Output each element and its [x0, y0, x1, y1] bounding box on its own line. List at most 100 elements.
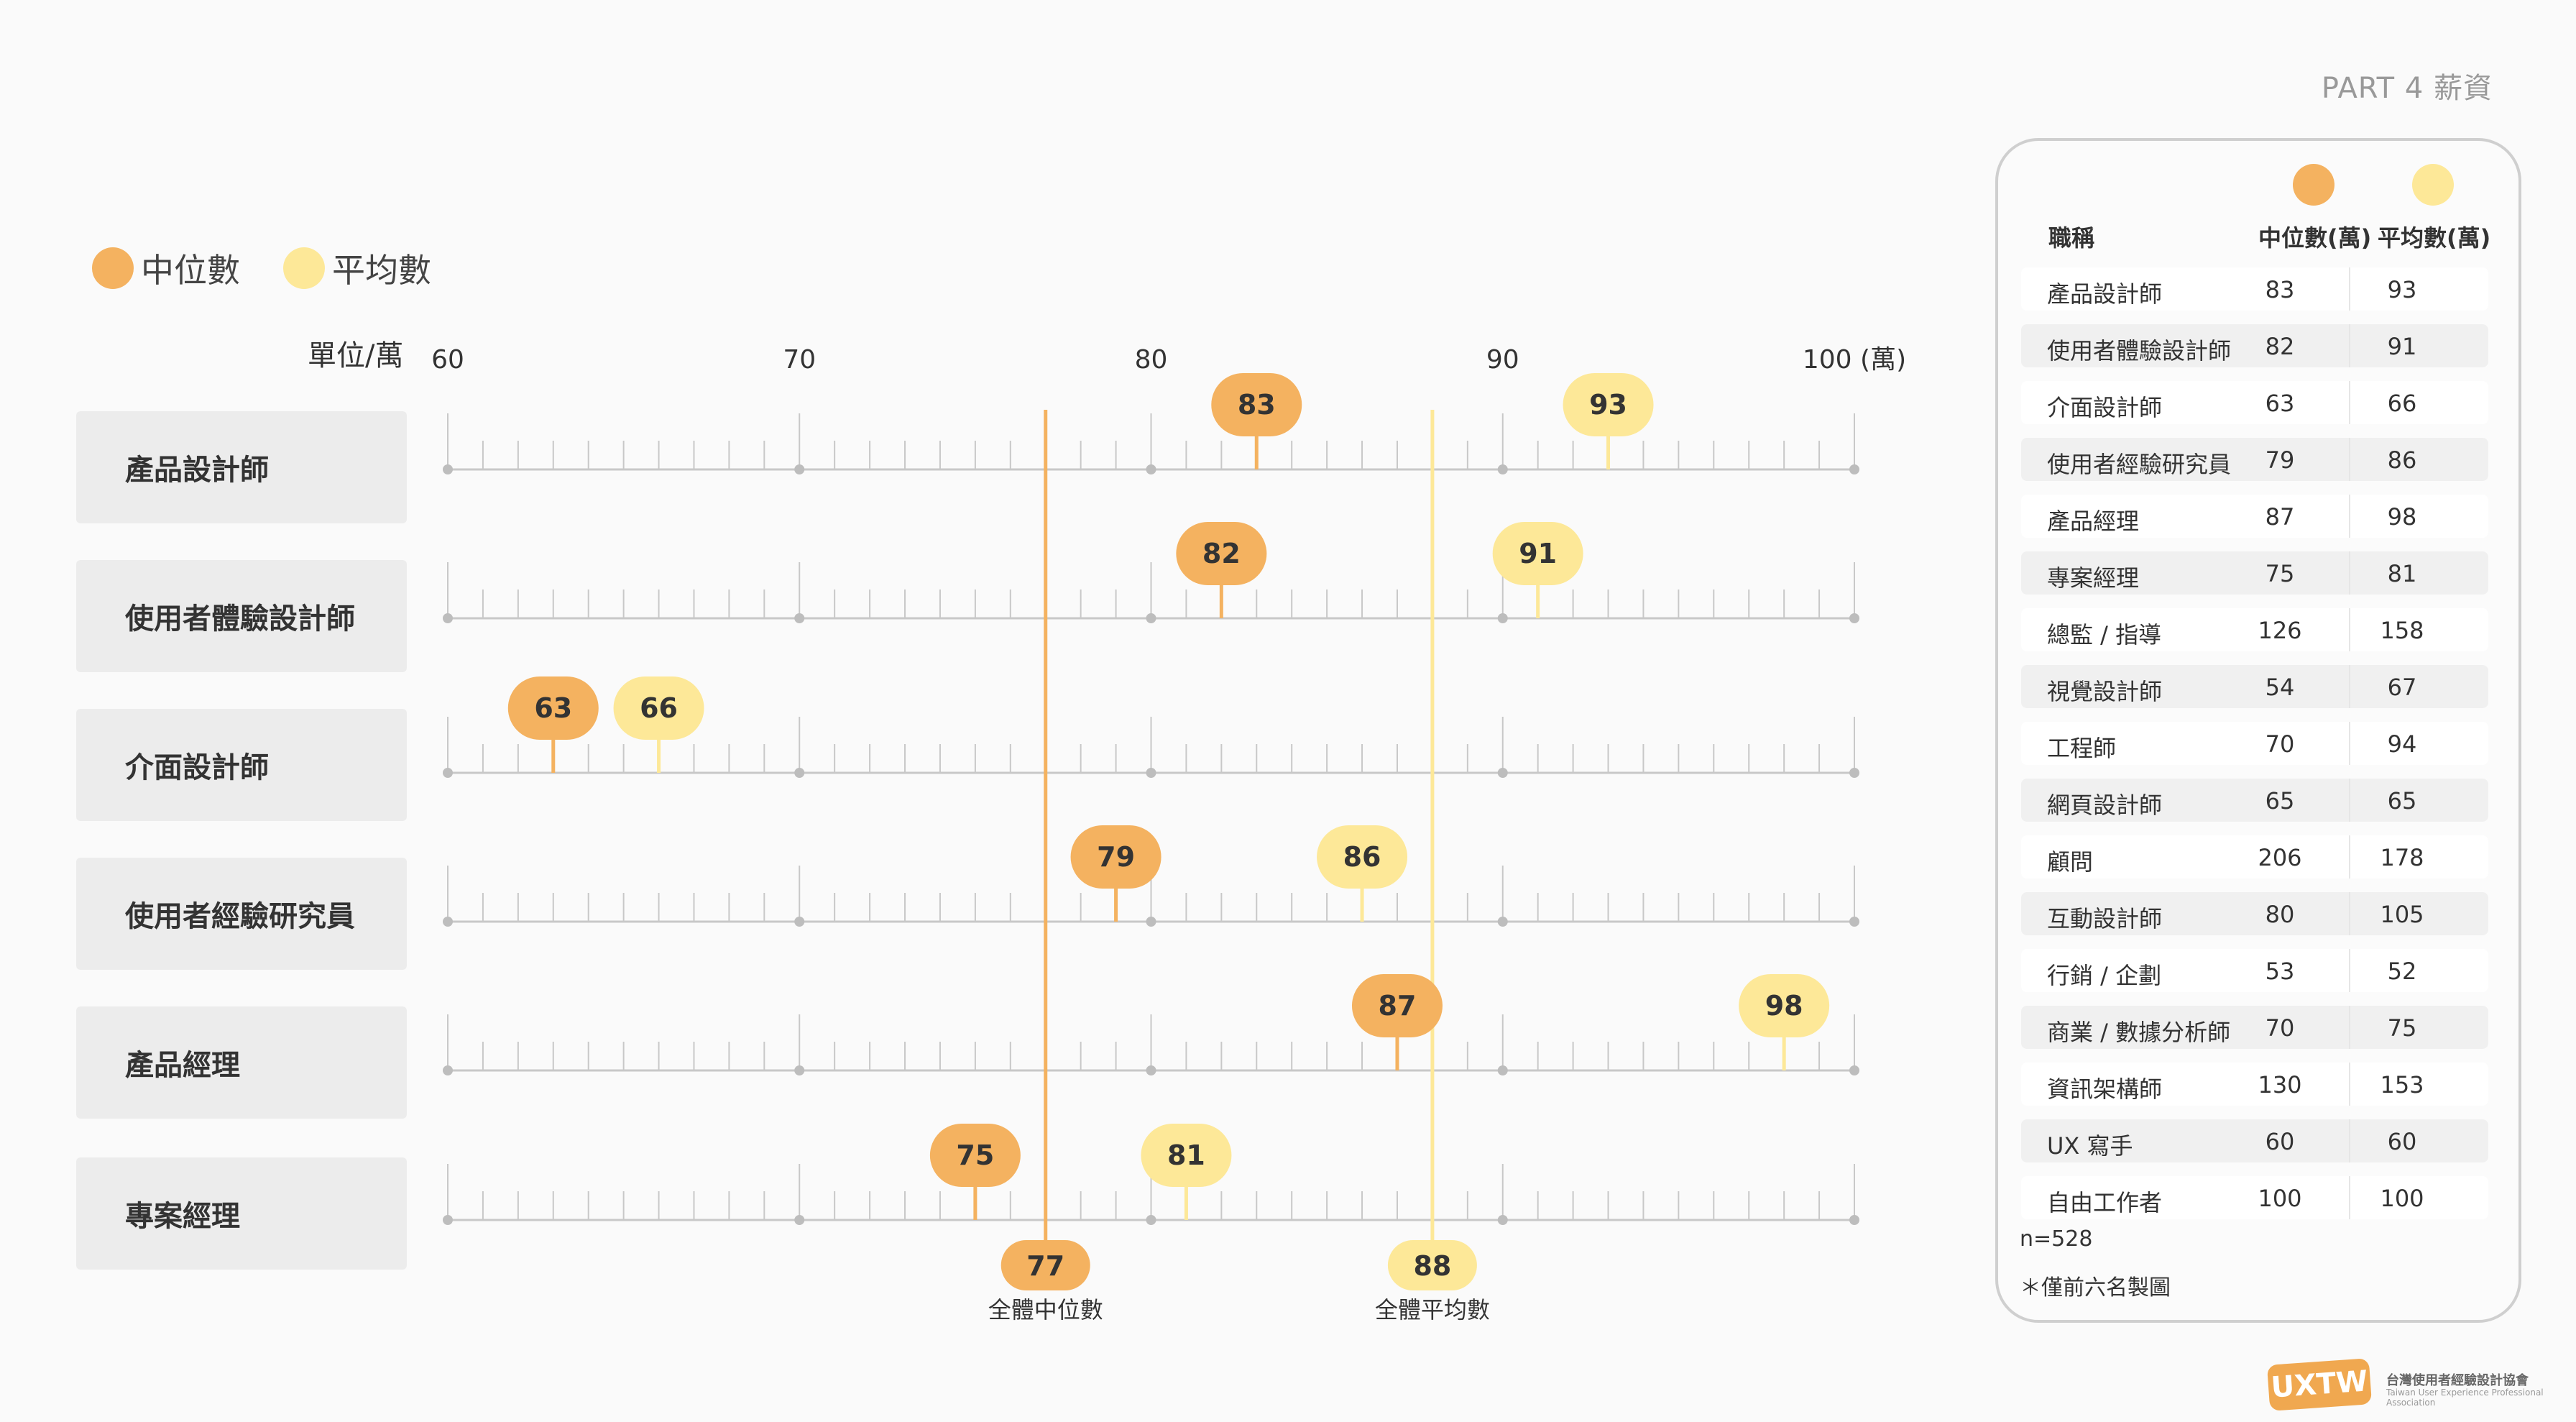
table-row: 顧問 206 178	[2021, 835, 2488, 879]
x-tick-label: 90	[1486, 345, 1519, 375]
reference-value-label: 88	[1413, 1250, 1451, 1282]
table-row: 商業 / 數據分析師 70 75	[2021, 1006, 2488, 1049]
axis-dot	[1146, 1065, 1156, 1075]
median-marker	[1176, 522, 1267, 585]
table-cell-mean: 75	[2387, 1014, 2417, 1042]
table-cell-median: 126	[2258, 617, 2302, 644]
table-cell-mean: 98	[2387, 503, 2417, 531]
table-column-divider	[2349, 1063, 2350, 1106]
table-cell-title: 商業 / 數據分析師	[2047, 1019, 2231, 1046]
axis-dot	[794, 917, 805, 927]
table-cell-title: 網頁設計師	[2047, 792, 2163, 819]
axis-dot	[794, 768, 805, 778]
table-column-divider	[2349, 551, 2350, 595]
table-header-title: 職稱	[2048, 224, 2095, 252]
axis-dot	[794, 613, 805, 623]
reference-pill	[1000, 1240, 1090, 1290]
table-column-divider	[2349, 267, 2350, 311]
axis-dot	[443, 917, 453, 927]
table-header-mean: 平均數(萬)	[2378, 224, 2491, 252]
table-cell-median: 54	[2265, 674, 2295, 701]
table-column-divider	[2349, 835, 2350, 879]
marker-value-label: 79	[1097, 841, 1135, 873]
axis-dot	[443, 1065, 453, 1075]
table-row: 產品經理 87 98	[2021, 495, 2488, 538]
table-cell-title: 介面設計師	[2047, 394, 2163, 421]
table-column-divider	[2349, 1006, 2350, 1049]
table-row: 產品設計師 83 93	[2021, 267, 2488, 311]
table-column-divider	[2349, 1176, 2350, 1219]
table-cell-median: 82	[2265, 333, 2295, 360]
table-column-divider	[2349, 722, 2350, 765]
table-row: 互動設計師 80 105	[2021, 892, 2488, 935]
axis-dot	[1497, 464, 1508, 474]
table-cell-title: 專案經理	[2047, 564, 2140, 592]
reference-line-label: 全體平均數	[1375, 1296, 1490, 1324]
mean-marker	[1739, 974, 1830, 1037]
table-cell-mean: 91	[2387, 333, 2417, 360]
table-cell-title: 視覺設計師	[2047, 678, 2163, 705]
table-cell-mean: 105	[2380, 901, 2424, 928]
table-column-divider	[2349, 1119, 2350, 1162]
table-cell-median: 63	[2265, 390, 2295, 417]
table-row: 使用者體驗設計師 82 91	[2021, 324, 2488, 367]
table-row: 視覺設計師 54 67	[2021, 665, 2488, 708]
row-label: 使用者經驗研究員	[76, 858, 407, 970]
mean-marker	[1317, 825, 1408, 889]
table-cell-mean: 86	[2387, 446, 2417, 474]
table-column-divider	[2349, 949, 2350, 992]
reference-line-label: 全體中位數	[988, 1296, 1103, 1324]
table-cell-title: 產品設計師	[2047, 280, 2163, 308]
mean-marker	[1492, 522, 1583, 585]
table-cell-median: 65	[2265, 787, 2295, 815]
marker-value-label: 87	[1379, 990, 1417, 1022]
table-cell-title: UX 寫手	[2047, 1132, 2133, 1160]
table-cell-mean: 94	[2387, 730, 2417, 758]
table-cell-mean: 81	[2387, 560, 2417, 587]
axis-dot	[443, 464, 453, 474]
table-cell-mean: 153	[2380, 1071, 2424, 1098]
axis-dot	[1497, 613, 1508, 623]
x-tick-label: 70	[783, 345, 816, 375]
dot-plot-chart: 60 70 80 90 100 (萬) 77 全體中位數 88 全體平均數 83 82 63 79 87 7…	[431, 345, 1906, 1324]
table-column-divider	[2349, 495, 2350, 538]
table-cell-median: 53	[2265, 958, 2295, 985]
legend-mean-swatch	[283, 247, 325, 289]
axis-dot	[794, 1215, 805, 1225]
axis-dot	[1849, 464, 1859, 474]
median-marker	[1211, 373, 1302, 436]
table-cell-mean: 66	[2387, 390, 2417, 417]
table-column-divider	[2349, 324, 2350, 367]
table-cell-mean: 52	[2387, 958, 2417, 985]
uxtw-logo: UXTW	[2266, 1358, 2373, 1411]
median-marker	[1070, 825, 1162, 889]
table-cell-median: 70	[2265, 1014, 2295, 1042]
table-cell-median: 130	[2258, 1071, 2302, 1098]
table-cell-title: 總監 / 指導	[2047, 621, 2162, 648]
mean-marker	[613, 676, 704, 740]
table-row: 資訊架構師 130 153	[2021, 1063, 2488, 1106]
x-tick-label: 100 (萬)	[1803, 345, 1906, 375]
median-marker	[929, 1124, 1021, 1187]
table-column-divider	[2349, 665, 2350, 708]
table-row: 網頁設計師 65 65	[2021, 779, 2488, 822]
table-cell-median: 80	[2265, 901, 2295, 928]
axis-dot	[1146, 613, 1156, 623]
axis-dot	[443, 1215, 453, 1225]
table-cell-mean: 65	[2387, 787, 2417, 815]
table-cell-title: 使用者經驗研究員	[2047, 451, 2232, 478]
axis-dot	[1849, 1215, 1859, 1225]
marker-value-label: 86	[1343, 841, 1381, 873]
axis-dot	[1849, 768, 1859, 778]
table-row: 自由工作者 100 100	[2021, 1176, 2488, 1219]
table-cell-mean: 60	[2387, 1128, 2417, 1155]
marker-value-label: 91	[1519, 538, 1557, 569]
table-cell-mean: 67	[2387, 674, 2417, 701]
table-cell-title: 產品經理	[2047, 508, 2140, 535]
table-cell-title: 資訊架構師	[2047, 1075, 2163, 1103]
axis-dot	[443, 768, 453, 778]
x-tick-label: 80	[1135, 345, 1168, 375]
table-cell-title: 顧問	[2047, 848, 2094, 876]
axis-dot	[1146, 1215, 1156, 1225]
marker-value-label: 82	[1202, 538, 1241, 569]
